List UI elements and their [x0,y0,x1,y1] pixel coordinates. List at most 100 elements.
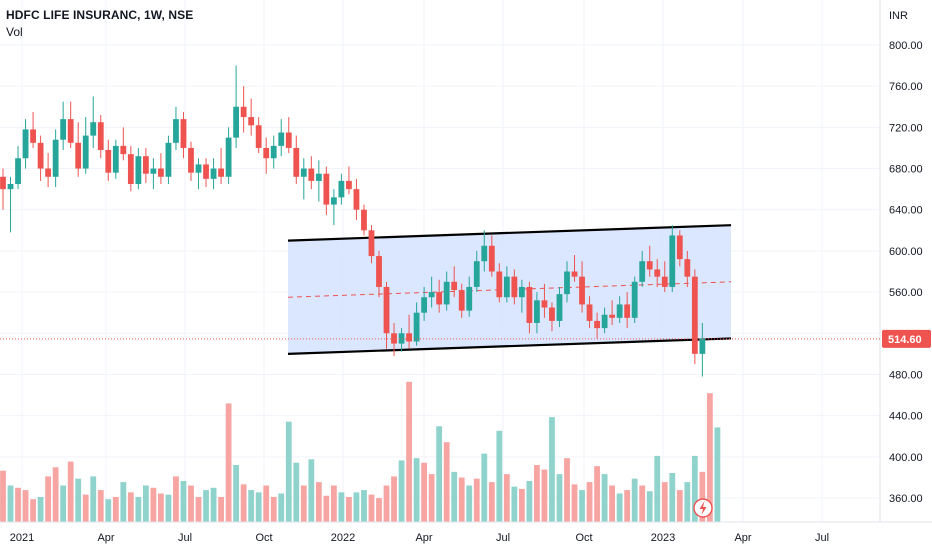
volume-bar [699,471,706,522]
volume-bar [127,492,134,522]
volume-bar [165,494,172,522]
volume-bar [105,499,112,522]
candle-body [67,119,74,143]
candle-body [315,173,322,181]
candle-body [646,261,653,270]
y-tick-label: 480.00 [889,369,923,381]
candle-body [368,230,375,257]
channel-lower-line[interactable] [287,337,732,355]
candle-body [579,276,585,305]
candle-body [293,147,300,177]
volume-bar [240,484,247,522]
candle-body [631,281,638,318]
candle-body [601,314,608,329]
candle-body [353,189,360,210]
candle-body [173,119,179,143]
volume-bar [37,496,44,522]
candle-body [586,304,593,321]
candle-body [691,276,698,354]
volume-bar [60,485,67,522]
y-tick-label: 360.00 [889,493,923,505]
candle-body [97,122,104,151]
volume-bar [225,403,232,522]
volume-bar [248,490,255,522]
volume-bar [315,482,322,522]
volume-bar [549,417,555,522]
symbol-title[interactable]: HDFC LIFE INSURANC, 1W, NSE [6,8,194,22]
volume-bar [616,493,623,522]
price-axis-bg [880,0,932,550]
candle-body [142,156,149,174]
candle-body [60,119,67,140]
candle-body [225,137,232,177]
candle-body [240,106,247,118]
candle-body [346,180,352,190]
candle-body [112,145,119,173]
channel-upper-line[interactable] [287,224,732,242]
candle-body [443,281,450,305]
volume-bar [142,485,149,522]
overlay-layer [0,338,880,518]
volume-bar [624,490,631,522]
candle-body [22,129,29,159]
volume-bar [586,482,593,522]
candle-body [165,142,172,177]
volume-bar [188,485,194,522]
candle-body [300,168,307,177]
volume-bar [150,487,157,522]
volume-bar [609,485,616,522]
x-tick-label: Oct [575,532,592,544]
candle-body [451,281,458,291]
volume-bar [361,490,367,522]
candle-body [195,164,202,173]
volume-bar [112,496,119,522]
volume-bar [421,462,428,522]
volume-bar [534,465,540,522]
y-tick-label: 560.00 [889,287,923,299]
volume-bar [451,471,458,522]
volume-bar [75,478,82,522]
candle-body [263,147,270,159]
volume-bar [330,485,337,522]
candle-body [105,150,112,173]
volume-bar [278,493,285,522]
volume-bar [338,492,345,522]
candle-body [233,106,240,138]
volume-label[interactable]: Vol [6,25,23,39]
candle-body [203,164,209,179]
candle-body [15,158,21,184]
volume-bar [631,478,638,522]
candle-body [135,156,142,184]
candle-layer [0,65,706,377]
volume-bar [436,426,443,522]
volume-bar [458,477,465,522]
last-price-badge [882,329,931,348]
candle-body [278,132,285,146]
x-tick-label: Apr [415,532,432,544]
candle-body [270,145,277,159]
candle-body [383,286,390,334]
volume-bar [52,467,59,522]
volume-bar [706,393,713,522]
candle-body [218,168,224,177]
candle-body [466,286,473,311]
volume-bar [22,490,29,522]
candle-body [0,176,6,190]
x-tick-label: Apr [734,532,751,544]
y-tick-label: 440.00 [889,411,923,423]
candle-body [391,333,397,344]
volume-bar [210,487,217,522]
volume-bar [158,493,164,522]
volume-bar [15,487,21,522]
volume-bar [684,482,691,522]
volume-bar [661,482,668,522]
volume-bar [203,490,209,522]
volume-bar [571,484,578,522]
volume-bar [466,485,473,522]
candle-body [654,269,661,277]
candle-body [255,125,262,148]
volume-bar [398,460,405,522]
candle-body [549,307,555,321]
